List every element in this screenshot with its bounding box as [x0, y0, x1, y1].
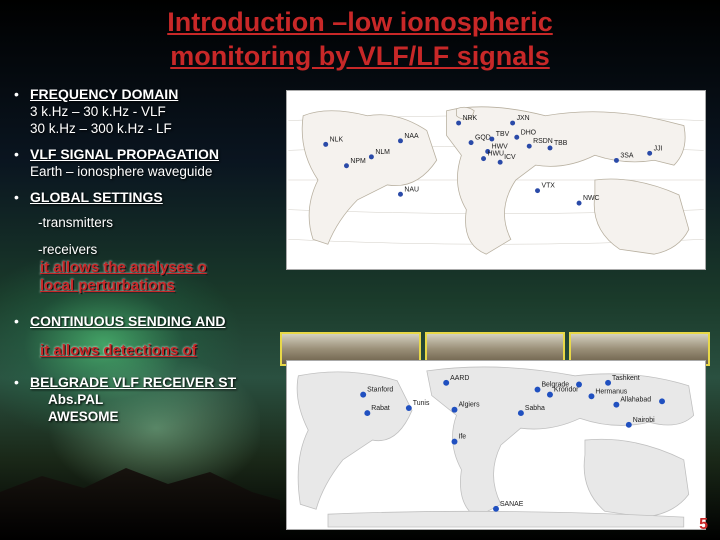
bullet-dot: •: [14, 313, 30, 330]
sub-receivers: -receivers: [38, 242, 706, 257]
page-number: 5: [699, 516, 708, 534]
svg-text:SANAE: SANAE: [500, 501, 524, 508]
heading-frequency: FREQUENCY DOMAIN: [30, 86, 178, 102]
bullet-dot: •: [14, 146, 30, 163]
highlight-detections: it allows detections of: [40, 342, 197, 359]
heading-belgrade: BELGRADE VLF RECEIVER ST: [30, 374, 236, 390]
bullet-dot: •: [14, 86, 30, 103]
title-line1: Introduction –low ionospheric: [167, 6, 553, 40]
mountain-bg: [0, 460, 280, 540]
title-line2: monitoring by VLF/LF signals: [170, 40, 550, 74]
bullet-dot: •: [14, 374, 30, 391]
sys-abspal: Abs.PAL: [48, 392, 706, 407]
freq-line2: 30 k.Hz – 300 k.Hz - LF: [30, 121, 706, 136]
content-area: • FREQUENCY DOMAIN 3 k.Hz – 30 k.Hz - VL…: [0, 74, 720, 425]
highlight-analyses-a: it allows the analyses o: [40, 259, 207, 276]
heading-global: GLOBAL SETTINGS: [30, 189, 163, 205]
bullet-continuous: • CONTINUOUS SENDING AND: [14, 313, 706, 330]
bullet-global: • GLOBAL SETTINGS: [14, 189, 706, 206]
bullet-dot: •: [14, 189, 30, 206]
bullet-propagation: • VLF SIGNAL PROPAGATION Earth – ionosph…: [14, 146, 706, 179]
sys-awesome: AWESOME: [48, 409, 706, 424]
highlight-analyses-b: local perturbations: [40, 277, 175, 294]
title-block: Introduction –low ionospheric monitoring…: [0, 0, 720, 74]
bullet-frequency: • FREQUENCY DOMAIN 3 k.Hz – 30 k.Hz - VL…: [14, 86, 706, 136]
freq-line1: 3 k.Hz – 30 k.Hz - VLF: [30, 104, 706, 119]
sub-transmitters: -transmitters: [38, 215, 706, 230]
svg-text:Ife: Ife: [458, 434, 466, 441]
heading-continuous: CONTINUOUS SENDING AND: [30, 313, 226, 329]
heading-propagation: VLF SIGNAL PROPAGATION: [30, 146, 219, 162]
prop-line1: Earth – ionosphere waveguide: [30, 164, 706, 179]
bullet-belgrade: • BELGRADE VLF RECEIVER ST Abs.PAL AWESO…: [14, 374, 706, 424]
